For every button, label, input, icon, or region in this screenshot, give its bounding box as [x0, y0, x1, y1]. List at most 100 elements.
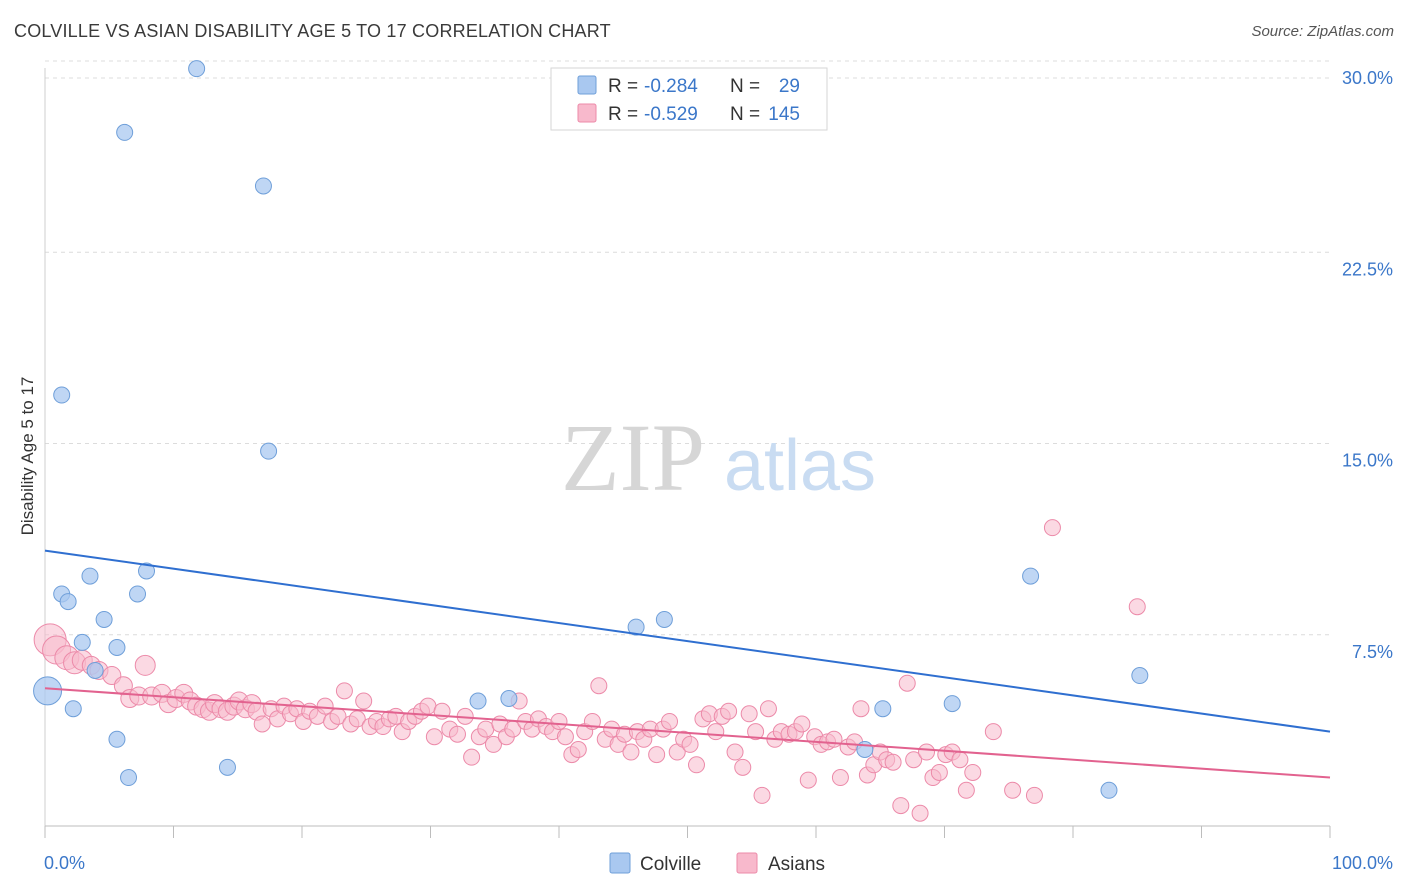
asians-point: [590, 677, 608, 695]
asians-point: [622, 743, 640, 761]
colville-point: [655, 610, 673, 628]
stats-swatch-colville: [577, 75, 597, 95]
colville-point: [86, 661, 104, 679]
colville-point: [73, 633, 91, 651]
colville-point: [64, 700, 82, 718]
asians-point: [825, 730, 843, 748]
y-tick-label: 22.5%: [1342, 259, 1393, 279]
asians-point: [1004, 781, 1022, 799]
asians-point: [930, 763, 948, 781]
stats-n-value-colville: 29: [779, 76, 800, 97]
asians-point: [707, 723, 725, 741]
asians-point: [753, 786, 771, 804]
bottom-legend: Colville Asians: [609, 852, 825, 875]
asians-points: [33, 519, 1146, 822]
stats-swatch-asians: [577, 103, 597, 123]
colville-point: [218, 758, 236, 776]
asians-point: [687, 756, 705, 774]
asians-point: [335, 682, 353, 700]
stats-legend-frame: [550, 67, 828, 131]
colville-point: [53, 386, 71, 404]
asians-point: [425, 728, 443, 746]
asians-point: [448, 725, 466, 743]
asians-point: [911, 804, 929, 822]
colville-point: [129, 585, 147, 603]
asians-point: [892, 797, 910, 815]
colville-point: [59, 593, 77, 611]
watermark-zip: ZIP: [561, 404, 705, 511]
asians-point: [759, 700, 777, 718]
colville-point: [95, 610, 113, 628]
asians-point: [556, 728, 574, 746]
legend-label-colville: Colville: [640, 854, 701, 875]
colville-point: [108, 639, 126, 656]
asians-point: [463, 748, 481, 766]
colville-point: [138, 562, 156, 580]
asians-point: [957, 781, 975, 799]
x-tick-label: 100.0%: [1332, 853, 1393, 873]
stats-n-label-colville: N =: [730, 76, 760, 97]
asians-point: [484, 735, 502, 753]
chart-title: COLVILLE VS ASIAN DISABILITY AGE 5 TO 17…: [14, 21, 611, 41]
colville-trend-line: [44, 549, 1331, 733]
stats-r-value-colville: -0.284: [644, 76, 698, 97]
colville-point: [1100, 781, 1118, 799]
colville-point: [254, 177, 272, 195]
colville-point: [81, 567, 99, 585]
asians-point: [734, 758, 752, 776]
stats-n-value-asians: 145: [768, 104, 800, 125]
asians-point: [898, 674, 916, 692]
stats-n-label-asians: N =: [730, 104, 760, 125]
trend-lines: [44, 549, 1331, 779]
colville-point: [627, 618, 645, 636]
gridlines: [45, 60, 1330, 636]
colville-point: [260, 442, 278, 460]
colville-point: [943, 695, 961, 713]
asians-point: [134, 654, 156, 676]
asians-point: [793, 715, 811, 733]
asians-point: [477, 720, 495, 738]
asians-point: [419, 697, 437, 715]
y-tick-label: 15.0%: [1342, 451, 1393, 471]
asians-point: [1025, 786, 1043, 804]
asians-trend-line: [44, 687, 1331, 779]
asians-point: [648, 746, 666, 764]
legend-swatch-asians: [736, 852, 758, 874]
asians-point: [1043, 519, 1061, 537]
colville-point: [33, 676, 63, 706]
stats-r-label-asians: R =: [608, 104, 638, 125]
asians-point: [253, 715, 271, 733]
asians-point: [852, 700, 870, 718]
x-tick-label: 0.0%: [44, 853, 85, 873]
x-tick-labels: 0.0% 100.0%: [44, 853, 1393, 873]
asians-point: [316, 697, 334, 715]
asians-point: [951, 751, 969, 769]
asians-point: [884, 753, 902, 771]
asians-point: [550, 712, 568, 730]
colville-point: [120, 769, 138, 787]
colville-point: [188, 60, 206, 78]
stats-legend: R = -0.284 N = 29 R = -0.529 N = 145: [550, 67, 828, 131]
watermark-atlas: atlas: [724, 426, 876, 506]
asians-point: [964, 763, 982, 781]
asians-point: [661, 712, 679, 730]
asians-point: [726, 743, 744, 761]
asians-point: [984, 723, 1002, 741]
y-tick-label: 7.5%: [1352, 642, 1393, 662]
asians-point: [799, 771, 817, 789]
asians-point: [569, 741, 587, 758]
colville-points: [33, 60, 1149, 799]
stats-r-label-colville: R =: [608, 76, 638, 97]
colville-point: [108, 730, 126, 748]
watermark: ZIP atlas: [561, 404, 876, 511]
y-tick-labels: 7.5% 15.0% 22.5% 30.0%: [1342, 68, 1393, 662]
colville-point: [874, 700, 892, 718]
source-label: Source: ZipAtlas.com: [1251, 23, 1394, 40]
y-tick-label: 30.0%: [1342, 68, 1393, 88]
asians-point: [681, 735, 699, 753]
asians-point: [747, 723, 765, 741]
legend-label-asians: Asians: [768, 854, 825, 875]
asians-point: [720, 702, 738, 720]
asians-point: [918, 743, 936, 761]
